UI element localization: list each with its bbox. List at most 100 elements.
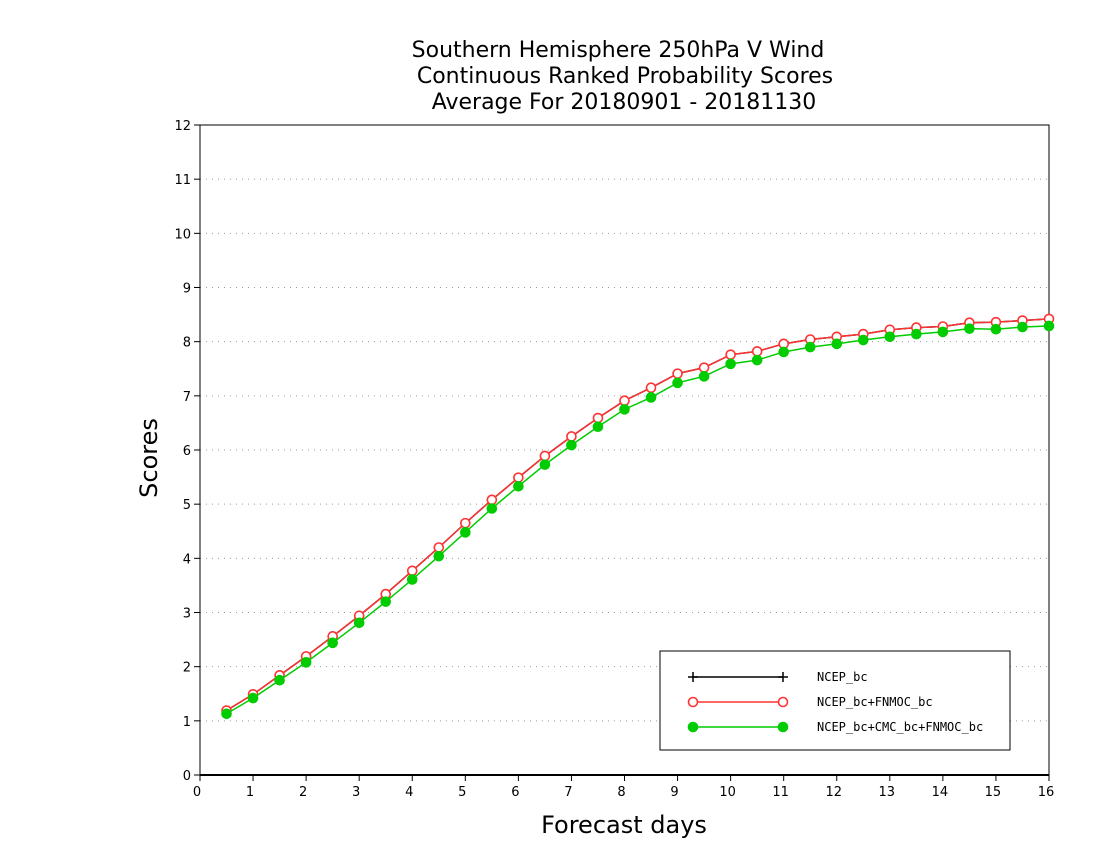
y-tick-label-12: 12 [174, 119, 191, 134]
text-layer: Southern Hemisphere 250hPa V Wind Contin… [135, 38, 833, 839]
x-axis-title: Forecast days [541, 811, 707, 839]
y-tick-label-10: 10 [174, 227, 191, 242]
x-tick-label-1: 1 [246, 785, 254, 800]
series-2-point-14 [592, 421, 604, 433]
series-2-point-5 [353, 617, 365, 629]
series-1-point-11 [513, 472, 524, 483]
series-1-point-10 [486, 494, 498, 506]
x-tick-label-5: 5 [458, 785, 466, 800]
x-tick-label-12: 12 [825, 785, 842, 800]
y-tick-label-11: 11 [174, 173, 191, 188]
y-tick-label-4: 4 [183, 552, 191, 567]
series-2-point-24 [857, 334, 869, 346]
series-1-point-12 [539, 450, 551, 462]
series-2-point-21 [778, 346, 789, 358]
legend-label-2: NCEP_bc+CMC_bc+FNMOC_bc [817, 720, 983, 734]
series-1-point-14 [592, 412, 604, 424]
x-tick-label-15: 15 [985, 785, 1002, 800]
x-tick-label-8: 8 [617, 785, 625, 800]
y-tick-label-9: 9 [183, 282, 191, 297]
y-tick-label-5: 5 [183, 498, 191, 513]
x-tick-label-16: 16 [1038, 785, 1055, 800]
x-tick-label-2: 2 [299, 785, 307, 800]
legend-marker-end-0 [778, 672, 788, 682]
series-2-point-0 [221, 708, 232, 720]
y-tick-label-7: 7 [183, 390, 191, 405]
series-2-point-26 [911, 328, 922, 340]
series-2-point-18 [698, 371, 710, 382]
series-2-point-13 [566, 439, 577, 451]
legend-marker-start-0 [688, 672, 698, 682]
series-2-point-2 [274, 674, 285, 686]
x-tick-label-4: 4 [405, 785, 413, 800]
series-1-point-15 [619, 395, 630, 407]
y-tick-label-2: 2 [183, 661, 191, 676]
series-layer [221, 313, 1055, 720]
series-2-point-19 [725, 358, 736, 370]
series-2-point-12 [539, 459, 551, 470]
series-1-point-8 [433, 542, 445, 553]
y-tick-label-1: 1 [183, 715, 191, 730]
legend: NCEP_bc NCEP_bc+FNMOC_bc NCEP_bc+CMC_bc+FN… [659, 650, 1011, 751]
series-2-point-16 [645, 392, 657, 403]
series-1-point-13 [566, 431, 577, 442]
series-1-point-9 [460, 517, 471, 529]
legend-item-1: NCEP_bc+FNMOC_bc [687, 695, 933, 709]
series-2-point-30 [1017, 321, 1028, 333]
series-2-point-23 [831, 338, 843, 350]
x-tick-label-6: 6 [511, 785, 519, 800]
legend-label-0: NCEP_bc [817, 670, 868, 684]
x-tick-label-10: 10 [719, 785, 736, 800]
y-tick-label-0: 0 [183, 769, 191, 784]
series-1-point-18 [698, 362, 710, 373]
series-1-point-19 [725, 349, 736, 360]
y-tick-label-6: 6 [183, 444, 191, 459]
series-2-point-4 [327, 637, 338, 649]
x-tick-label-9: 9 [670, 785, 678, 800]
series-1-point-20 [751, 346, 763, 357]
series-2-point-9 [460, 527, 471, 538]
series-1-point-7 [406, 565, 418, 577]
y-tick-label-8: 8 [183, 336, 191, 351]
x-tick-label-0: 0 [193, 785, 201, 800]
series-2-point-22 [804, 341, 816, 353]
legend-item-2: NCEP_bc+CMC_bc+FNMOC_bc [687, 720, 983, 734]
x-tick-label-14: 14 [932, 785, 949, 800]
legend-marker-end-1 [777, 696, 789, 708]
series-2-point-10 [486, 503, 498, 514]
series-2-point-7 [406, 574, 418, 585]
series-2-point-3 [300, 657, 312, 668]
legend-item-0: NCEP_bc [688, 670, 868, 684]
series-2-point-29 [990, 323, 1002, 335]
y-axis-title: Scores [135, 418, 163, 498]
series-2 [221, 320, 1055, 720]
series-2-point-17 [672, 377, 683, 389]
series-2-point-31 [1043, 320, 1055, 332]
legend-box [659, 650, 1011, 751]
series-2-point-15 [619, 404, 630, 415]
chart-title-line-2: Continuous Ranked Probability Scores [417, 64, 833, 89]
y-tick-label-3: 3 [183, 607, 191, 622]
series-2-point-6 [380, 596, 392, 607]
legend-marker-start-1 [687, 696, 699, 708]
series-2-point-28 [964, 323, 975, 334]
series-1-point-17 [672, 368, 683, 379]
x-tick-label-7: 7 [564, 785, 572, 800]
x-tick-label-13: 13 [879, 785, 896, 800]
series-2-point-1 [247, 692, 259, 704]
series-2-point-8 [433, 550, 445, 562]
series-2-point-25 [884, 331, 896, 343]
series-2-point-27 [937, 326, 949, 338]
series-2-point-20 [751, 354, 763, 366]
legend-label-1: NCEP_bc+FNMOC_bc [817, 695, 933, 709]
chart-title-line-3: Average For 20180901 - 20181130 [432, 90, 817, 115]
x-tick-label-11: 11 [772, 785, 789, 800]
x-tick-label-3: 3 [352, 785, 360, 800]
legend-marker-start-2 [687, 721, 699, 733]
series-1-point-16 [645, 382, 657, 394]
legend-marker-end-2 [777, 721, 789, 733]
chart-title-line-1: Southern Hemisphere 250hPa V Wind [412, 38, 825, 63]
